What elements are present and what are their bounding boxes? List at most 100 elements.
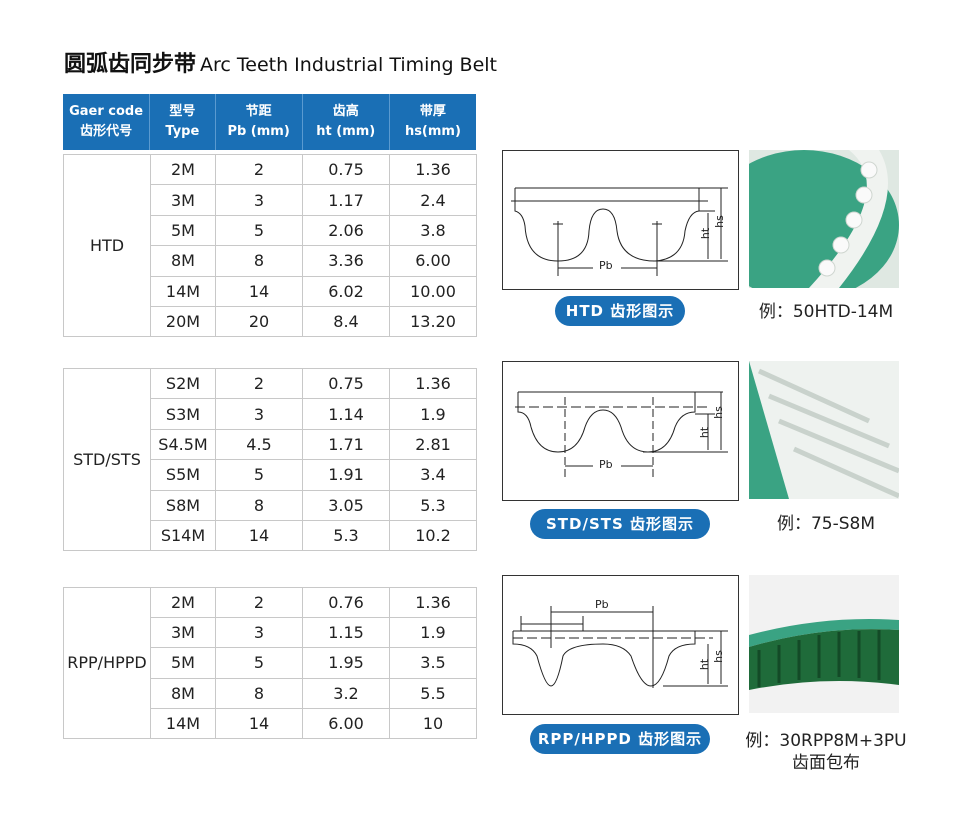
- spec-table-0: HTD 2M 2 0.75 1.36 3M 3 1.17 2.4 5M 5 2.06 3.8 8M 8 3.3…: [63, 153, 477, 338]
- table-row: 8M 8 3.36 6.00: [64, 245, 477, 277]
- hs-label: hs: [711, 406, 725, 419]
- hs-cell: 1.9: [389, 398, 477, 430]
- pb-label: Pb: [599, 259, 613, 272]
- ht-cell: 0.76: [302, 586, 390, 619]
- header-pitch: 节距 Pb (mm): [216, 94, 303, 150]
- ht-cell: 2.06: [302, 214, 390, 247]
- hs-cell: 6.00: [389, 245, 477, 277]
- table-row: S3M 3 1.14 1.9: [64, 398, 477, 430]
- hs-cell: 3.5: [389, 647, 477, 679]
- hs-cell: 13.20: [389, 305, 477, 338]
- hs-cell: 1.36: [389, 153, 477, 186]
- hs-cell: 1.36: [389, 367, 477, 400]
- hs-cell: 1.9: [389, 617, 477, 649]
- table-row: S8M 8 3.05 5.3: [64, 489, 477, 521]
- type-cell: 20M: [150, 305, 216, 338]
- header-type: 型号 Type: [150, 94, 216, 150]
- hs-cell: 2.81: [389, 428, 477, 461]
- ht-cell: 1.14: [302, 398, 390, 430]
- table-row: 5M 5 1.95 3.5: [64, 647, 477, 679]
- table-row: 5M 5 2.06 3.8: [64, 214, 477, 247]
- ht-cell: 1.15: [302, 617, 390, 649]
- type-cell: 2M: [150, 153, 216, 186]
- pitch-cell: 14: [215, 707, 303, 739]
- hs-label: hs: [712, 215, 726, 228]
- pitch-cell: 3: [215, 617, 303, 649]
- hs-label: hs: [711, 650, 725, 663]
- std-diagram-button: STD/STS 齿形图示: [530, 509, 710, 539]
- hs-cell: 1.36: [389, 586, 477, 619]
- rpp-diagram-button: RPP/HPPD 齿形图示: [530, 724, 710, 754]
- ht-cell: 1.17: [302, 184, 390, 216]
- table-row: 3M 3 1.17 2.4: [64, 184, 477, 216]
- header-thickness: 带厚 hs(mm): [404, 104, 461, 139]
- hs-cell: 10.2: [389, 519, 477, 552]
- pitch-cell: 8: [215, 489, 303, 521]
- hs-cell: 3.4: [389, 459, 477, 491]
- header-code: Gaer code 齿形代号: [63, 94, 151, 150]
- pitch-cell: 2: [215, 153, 303, 186]
- std-diagram: Pb ht hs: [502, 361, 739, 501]
- table-row: STD/STS S2M 2 0.75 1.36: [63, 367, 477, 552]
- type-cell: 3M: [150, 184, 216, 216]
- page-title: 圆弧齿同步带 Arc Teeth Industrial Timing Belt: [64, 46, 497, 78]
- hs-cell: 5.5: [389, 677, 477, 709]
- std-example: 例：75-S8M: [776, 514, 876, 534]
- table-row: 14M 14 6.02 10.00: [64, 275, 477, 307]
- pitch-cell: 8: [215, 677, 303, 709]
- pb-label: Pb: [599, 458, 613, 471]
- ht-cell: 6.02: [302, 275, 390, 307]
- type-cell: 2M: [150, 586, 216, 619]
- hs-cell: 3.8: [389, 214, 477, 247]
- ht-cell: 1.71: [302, 428, 390, 461]
- table-row: S5M 5 1.91 3.4: [64, 459, 477, 491]
- spec-table-1: STD/STS S2M 2 0.75 1.36 S3M 3 1.14 1.9 S4.5M 4.5 1.…: [63, 367, 477, 552]
- type-cell: S2M: [150, 367, 216, 400]
- rpp-diagram: Pb ht hs: [502, 575, 739, 715]
- pitch-cell: 20: [215, 305, 303, 338]
- pitch-cell: 3: [215, 184, 303, 216]
- hs-cell: 5.3: [389, 489, 477, 521]
- htd-belt-photo: [709, 150, 899, 300]
- spec-table-2: RPP/HPPD 2M 2 0.76 1.36 3M 3 1.15 1.9 5M 5 1.95 3.5 8…: [63, 586, 477, 739]
- rpp-belt-photo: [749, 575, 899, 713]
- type-cell: S4.5M: [150, 428, 216, 461]
- table-row: 3M 3 1.15 1.9: [64, 617, 477, 649]
- type-cell: 8M: [150, 677, 216, 709]
- type-cell: 14M: [150, 707, 216, 739]
- type-cell: S5M: [150, 459, 216, 491]
- ht-label: ht: [699, 227, 713, 240]
- pitch-cell: 14: [215, 519, 303, 552]
- table-row: 20M 20 8.4 13.20: [64, 305, 477, 338]
- ht-cell: 8.4: [302, 305, 390, 338]
- type-cell: 14M: [150, 275, 216, 307]
- pitch-cell: 3: [215, 398, 303, 430]
- title-cn: 圆弧齿同步带: [64, 52, 197, 77]
- pitch-cell: 2: [215, 586, 303, 619]
- pitch-cell: 2: [215, 367, 303, 400]
- table-row: S4.5M 4.5 1.71 2.81: [64, 428, 477, 461]
- ht-cell: 3.05: [302, 489, 390, 521]
- table-row: HTD 2M 2 0.75 1.36: [63, 153, 477, 338]
- type-cell: 5M: [150, 647, 216, 679]
- rpp-example: 例：30RPP8M+3PU 齿面包布: [745, 731, 907, 773]
- type-cell: S8M: [150, 489, 216, 521]
- htd-example: 例：50HTD-14M: [758, 302, 894, 322]
- htd-diagram-button: HTD 齿形图示: [555, 296, 685, 326]
- ht-label: ht: [698, 658, 712, 671]
- htd-diagram: Pb ht hs: [502, 150, 739, 290]
- pitch-cell: 5: [215, 647, 303, 679]
- pitch-cell: 5: [215, 459, 303, 491]
- gaer-code-cell: STD/STS: [63, 367, 151, 552]
- ht-cell: 1.95: [302, 647, 390, 679]
- title-en: Arc Teeth Industrial Timing Belt: [200, 54, 498, 76]
- ht-cell: 0.75: [302, 367, 390, 400]
- gaer-code-cell: RPP/HPPD: [63, 587, 151, 739]
- type-cell: S3M: [150, 398, 216, 430]
- ht-cell: 1.91: [302, 459, 390, 491]
- ht-cell: 3.2: [302, 677, 390, 709]
- std-belt-photo: [749, 361, 901, 499]
- table-row: S14M 14 5.3 10.2: [64, 519, 477, 552]
- ht-cell: 5.3: [302, 519, 390, 552]
- ht-cell: 3.36: [302, 245, 390, 277]
